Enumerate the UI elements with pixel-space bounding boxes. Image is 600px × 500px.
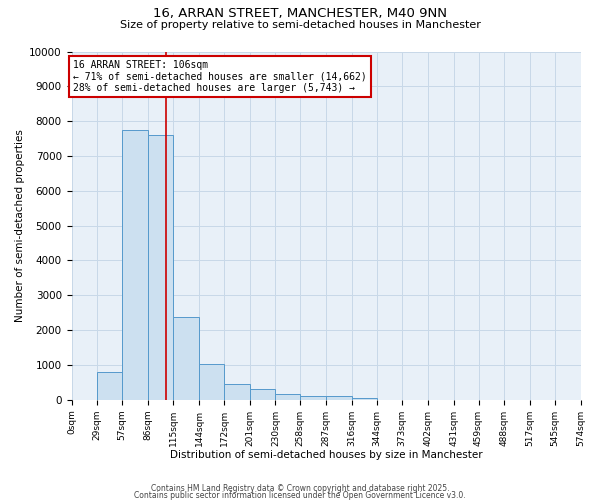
Bar	[352, 398, 377, 400]
Bar	[224, 384, 250, 400]
Y-axis label: Number of semi-detached properties: Number of semi-detached properties	[15, 129, 25, 322]
Bar	[122, 130, 148, 400]
Bar	[275, 394, 300, 400]
Text: Size of property relative to semi-detached houses in Manchester: Size of property relative to semi-detach…	[119, 20, 481, 30]
Text: 16 ARRAN STREET: 106sqm
← 71% of semi-detached houses are smaller (14,662)
28% o: 16 ARRAN STREET: 106sqm ← 71% of semi-de…	[73, 60, 367, 94]
Text: Contains public sector information licensed under the Open Government Licence v3: Contains public sector information licen…	[134, 491, 466, 500]
X-axis label: Distribution of semi-detached houses by size in Manchester: Distribution of semi-detached houses by …	[170, 450, 482, 460]
Bar	[300, 396, 326, 400]
Bar	[148, 135, 173, 400]
Bar	[250, 390, 275, 400]
Bar	[199, 364, 224, 400]
Bar	[326, 396, 352, 400]
Text: 16, ARRAN STREET, MANCHESTER, M40 9NN: 16, ARRAN STREET, MANCHESTER, M40 9NN	[153, 8, 447, 20]
Text: Contains HM Land Registry data © Crown copyright and database right 2025.: Contains HM Land Registry data © Crown c…	[151, 484, 449, 493]
Bar	[97, 372, 122, 400]
Bar	[173, 317, 199, 400]
